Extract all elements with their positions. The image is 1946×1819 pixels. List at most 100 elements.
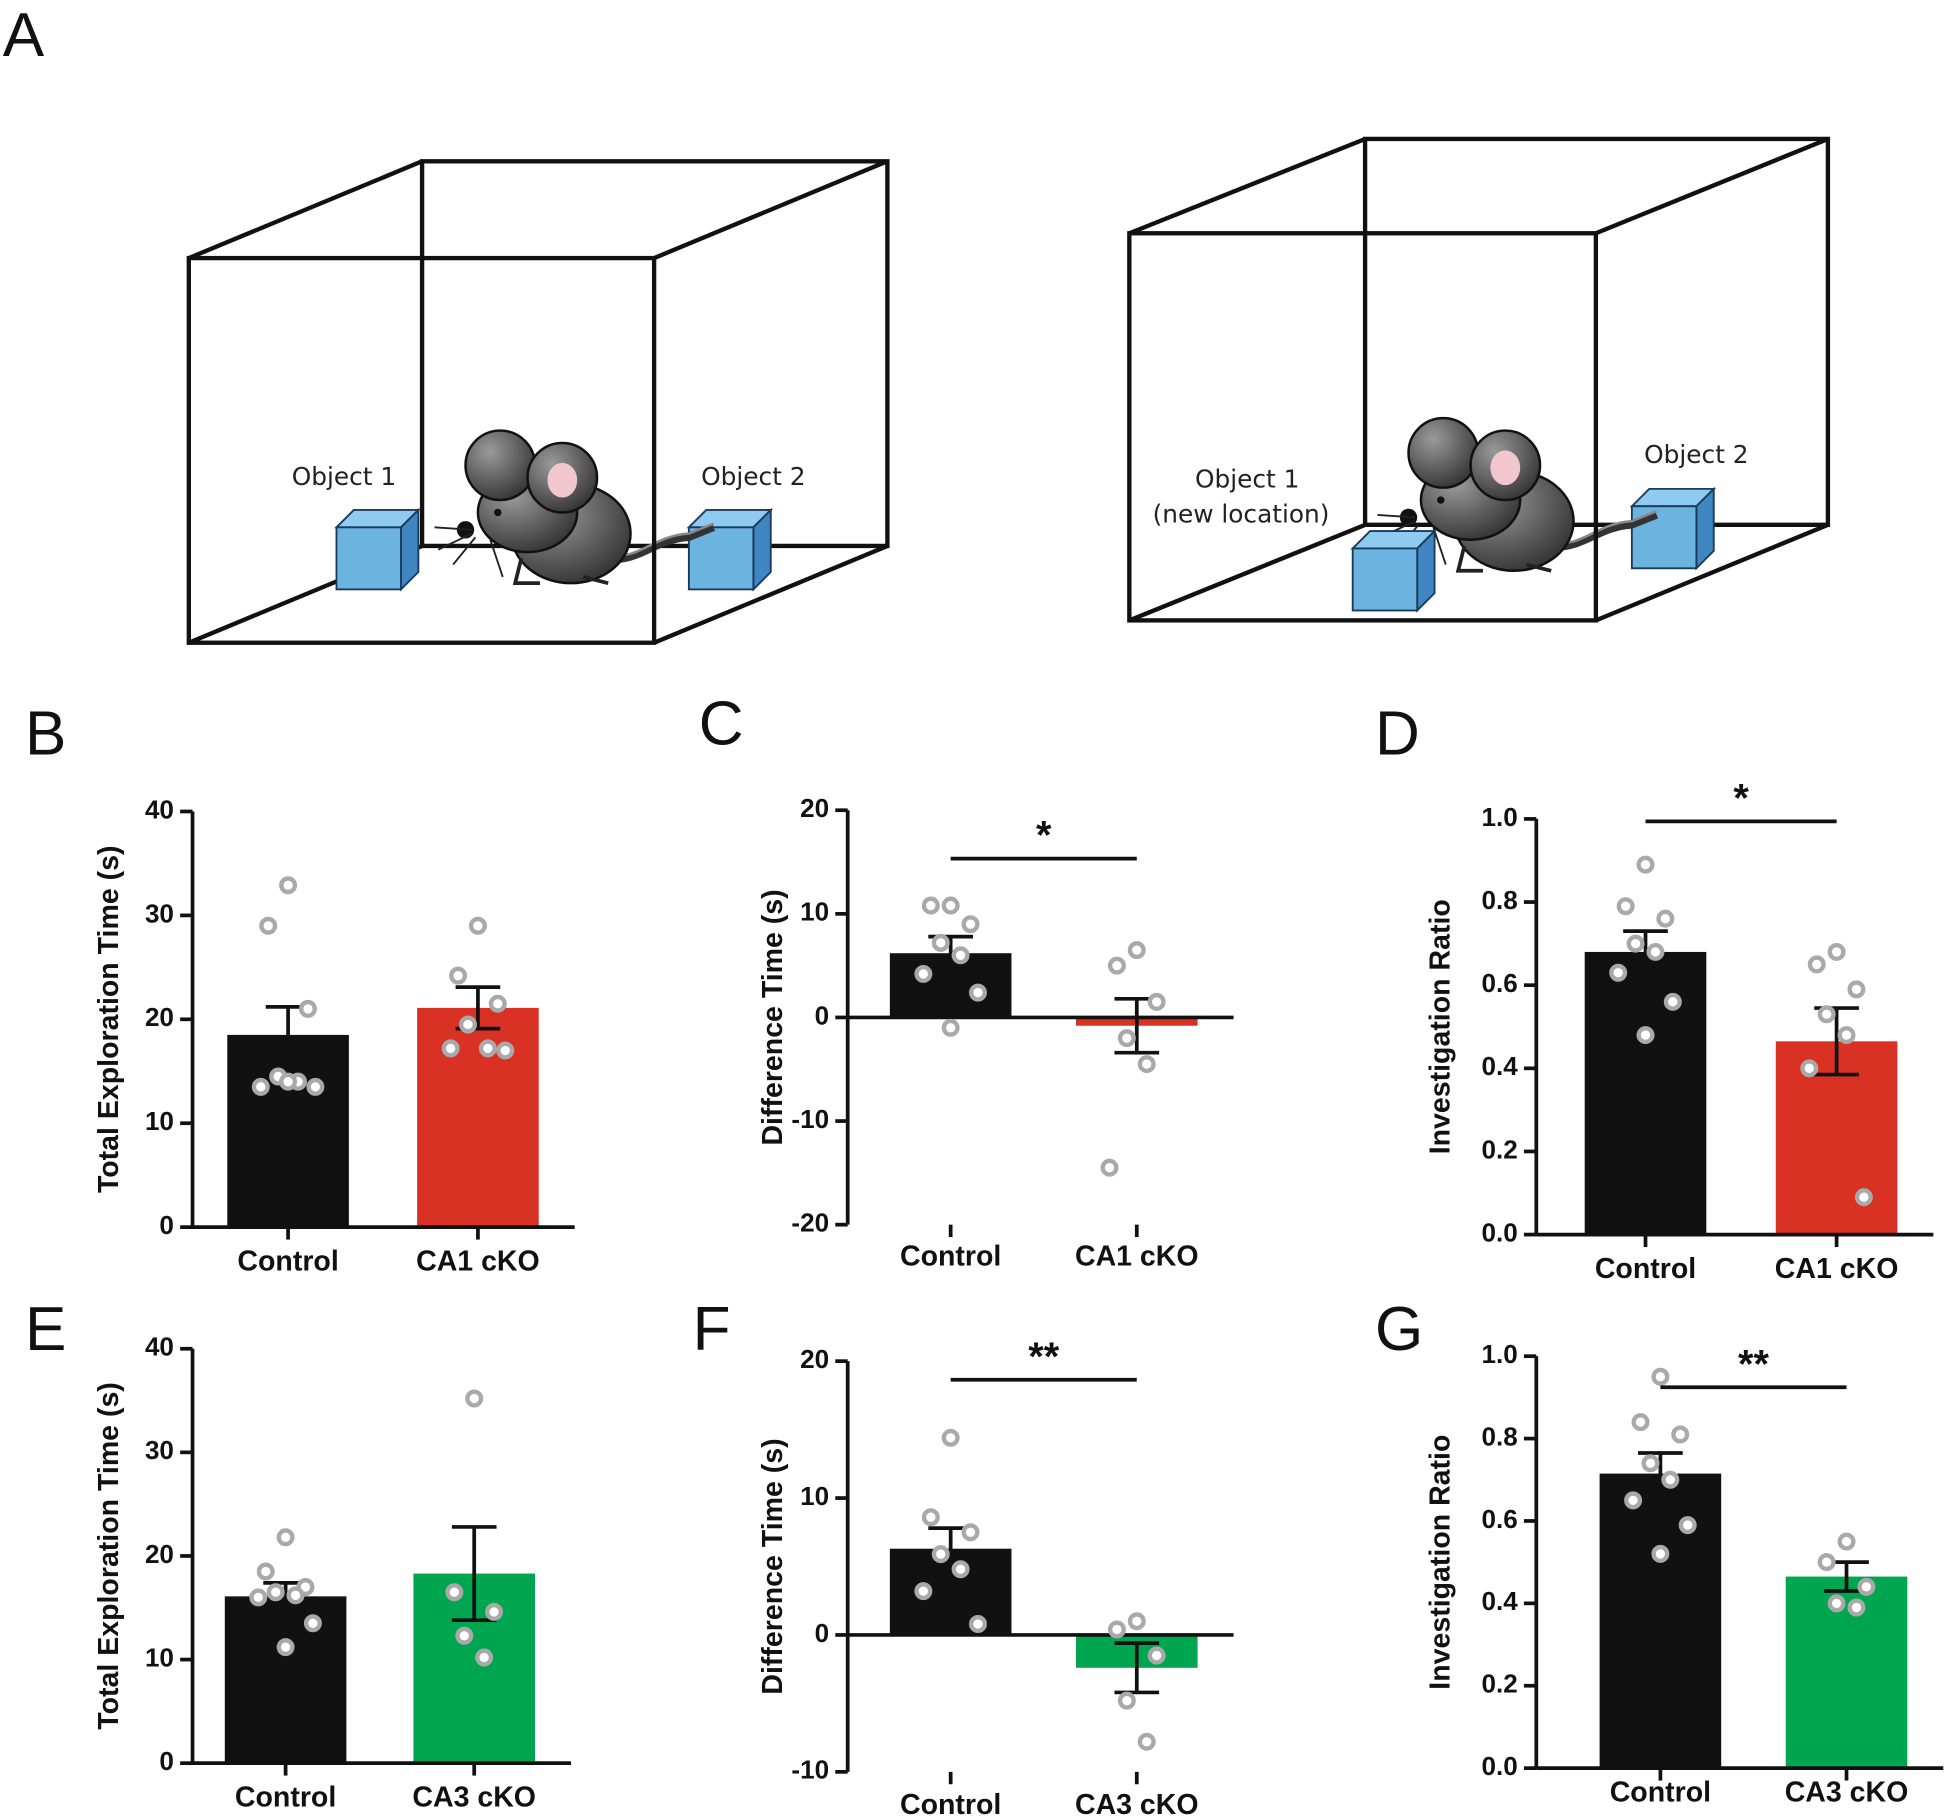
data-point	[951, 946, 970, 965]
y-tick-label: 20	[800, 793, 829, 823]
data-point	[276, 1528, 295, 1547]
y-axis-label: Difference Time (s)	[757, 889, 789, 1145]
data-point	[1807, 955, 1826, 974]
data-point	[1107, 1620, 1126, 1639]
significance-label: **	[1028, 1335, 1059, 1379]
y-axis-label: Difference Time (s)	[757, 1438, 789, 1694]
data-point	[1127, 941, 1146, 960]
y-tick-label: 0.8	[1481, 1421, 1517, 1451]
bar	[1584, 951, 1707, 1235]
data-point	[1626, 934, 1645, 953]
panel-label: D	[1375, 699, 1420, 768]
data-point	[276, 1638, 295, 1657]
x-tick-label: CA3 cKO	[1075, 1789, 1199, 1819]
x-tick-label: CA1 cKO	[1775, 1253, 1899, 1285]
data-point	[968, 983, 987, 1002]
data-point	[1117, 1029, 1136, 1048]
y-tick-label: 0.8	[1481, 885, 1517, 915]
data-point	[251, 1077, 270, 1096]
object-label: (new location)	[1153, 499, 1330, 528]
data-point	[298, 999, 317, 1018]
y-tick-label: 0.4	[1481, 1586, 1518, 1616]
y-tick-label: 0	[815, 1000, 830, 1030]
data-point	[1663, 992, 1682, 1011]
y-tick-label: 10	[800, 1481, 829, 1511]
y-tick-label: 10	[145, 1106, 174, 1136]
y-tick-label: 0.0	[1481, 1217, 1517, 1247]
data-point	[1147, 1646, 1166, 1665]
data-point	[1631, 1413, 1650, 1432]
x-tick-label: Control	[237, 1246, 338, 1278]
data-point	[941, 1428, 960, 1447]
data-point	[1646, 942, 1665, 961]
panel-label: C	[699, 689, 744, 758]
y-tick-label: 0.6	[1481, 1504, 1517, 1534]
object-label: Object 2	[701, 462, 805, 491]
significance-label: *	[1036, 814, 1052, 858]
object-label: Object 1	[292, 462, 396, 491]
significance-label: *	[1733, 776, 1749, 820]
data-point	[475, 1648, 494, 1667]
bar	[1599, 1473, 1722, 1769]
y-tick-label: 20	[145, 1002, 174, 1032]
object-cube	[1630, 487, 1715, 570]
y-tick-label: 0.2	[1481, 1669, 1517, 1699]
data-point	[306, 1077, 325, 1096]
y-tick-label: 1.0	[1481, 802, 1517, 832]
data-point	[1817, 1005, 1836, 1024]
data-point	[1624, 1491, 1643, 1510]
data-point	[279, 876, 298, 895]
panel-label: E	[25, 1295, 66, 1364]
data-point	[256, 1562, 275, 1581]
y-tick-label: 20	[145, 1539, 174, 1569]
data-point	[266, 1583, 285, 1602]
data-point	[279, 1072, 298, 1091]
data-point	[1857, 1577, 1876, 1596]
object-label: Object 2	[1644, 440, 1748, 469]
y-tick-label: 0.0	[1481, 1751, 1517, 1781]
data-point	[1827, 942, 1846, 961]
x-tick-label: CA1 cKO	[1075, 1241, 1199, 1273]
data-point	[951, 1560, 970, 1579]
data-point	[1847, 1598, 1866, 1617]
data-point	[1678, 1516, 1697, 1535]
data-point	[961, 1523, 980, 1542]
object-label: Object 1	[1195, 465, 1299, 494]
data-point	[931, 1545, 950, 1564]
y-tick-label: 10	[145, 1642, 174, 1672]
data-point	[921, 896, 940, 915]
x-tick-label: Control	[900, 1789, 1001, 1819]
data-point	[1800, 1059, 1819, 1078]
data-point	[941, 896, 960, 915]
data-point	[1651, 1367, 1670, 1386]
data-point	[1616, 897, 1635, 916]
data-point	[455, 1626, 474, 1645]
data-point	[1661, 1470, 1680, 1489]
object-cube	[687, 509, 772, 591]
data-point	[921, 1508, 940, 1527]
panel-label: F	[693, 1295, 731, 1364]
x-tick-label: CA3 cKO	[1785, 1777, 1909, 1809]
y-tick-label: -10	[791, 1755, 829, 1785]
data-point	[1107, 956, 1126, 975]
data-point	[1651, 1544, 1670, 1563]
data-point	[1641, 1454, 1660, 1473]
panel-label: B	[25, 699, 66, 768]
y-axis-label: Total Exploration Time (s)	[93, 846, 125, 1194]
y-tick-label: 1.0	[1481, 1339, 1517, 1369]
data-point	[465, 1389, 484, 1408]
y-axis-label: Investigation Ratio	[1424, 1435, 1456, 1690]
data-point	[1137, 1732, 1156, 1751]
data-point	[961, 915, 980, 934]
mouse-illustration	[434, 431, 713, 584]
bar	[1785, 1576, 1908, 1769]
data-point	[478, 1039, 497, 1058]
data-point	[1671, 1425, 1690, 1444]
data-point	[459, 1015, 477, 1034]
data-point	[449, 966, 468, 985]
object-cube	[335, 509, 420, 591]
data-point	[1827, 1594, 1846, 1613]
data-point	[1137, 1055, 1156, 1074]
data-point	[1854, 1188, 1873, 1207]
data-point	[485, 1602, 504, 1621]
